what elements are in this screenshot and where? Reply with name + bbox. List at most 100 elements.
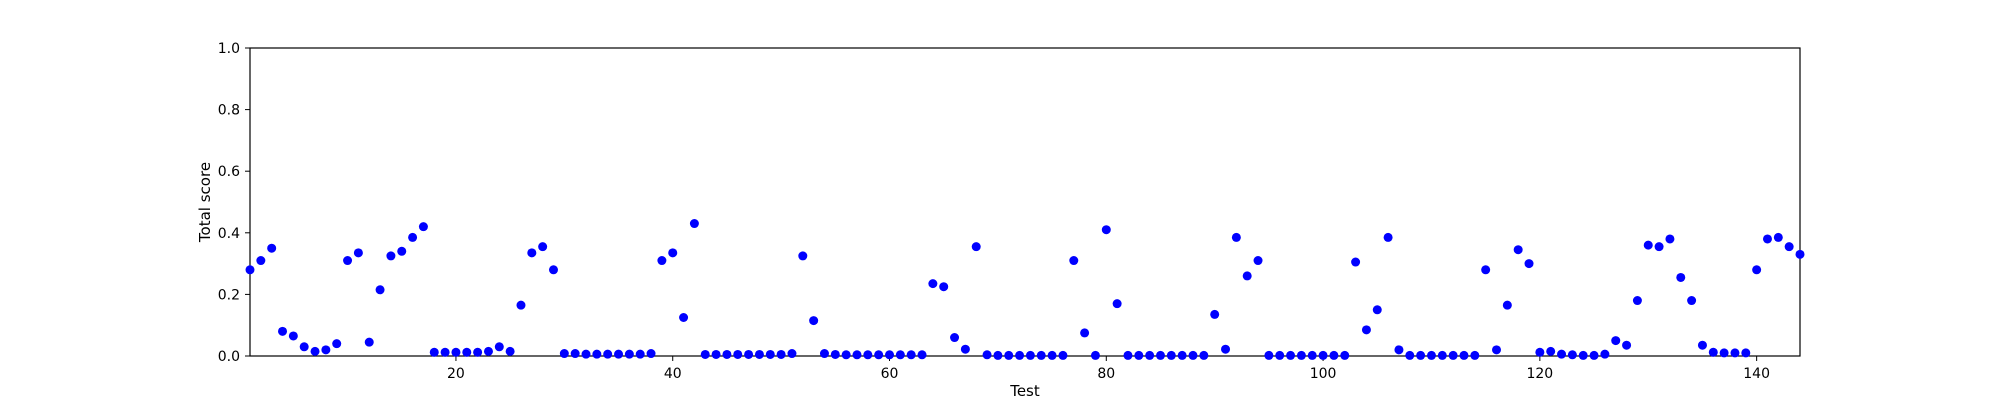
data-point: [733, 349, 743, 359]
data-point: [1275, 350, 1285, 360]
data-point: [451, 347, 461, 357]
plot-area: [249, 47, 1801, 357]
data-point: [1188, 350, 1198, 360]
data-point: [928, 279, 938, 289]
y-axis-title: Total score: [196, 162, 214, 243]
data-point: [418, 222, 428, 232]
data-point: [1676, 272, 1686, 282]
data-point: [321, 345, 331, 355]
data-point: [1687, 296, 1697, 306]
data-point: [440, 347, 450, 357]
data-point: [993, 350, 1003, 360]
data-point: [1632, 296, 1642, 306]
data-point: [1134, 350, 1144, 360]
data-point: [462, 347, 472, 357]
data-point: [1741, 348, 1751, 358]
data-point: [895, 350, 905, 360]
data-point: [1784, 242, 1794, 252]
data-point: [1101, 225, 1111, 235]
data-point: [1697, 340, 1707, 350]
data-point: [722, 349, 732, 359]
data-point: [397, 246, 407, 256]
data-point: [1253, 256, 1263, 266]
data-point: [1513, 245, 1523, 255]
data-point: [1036, 350, 1046, 360]
data-point: [1069, 256, 1079, 266]
data-point: [1492, 345, 1502, 355]
data-point: [1025, 350, 1035, 360]
data-point: [1557, 349, 1567, 359]
data-point: [1090, 350, 1100, 360]
data-point: [1383, 232, 1393, 242]
x-tick-label: 20: [447, 366, 465, 382]
data-point: [1719, 348, 1729, 358]
x-axis-title: Test: [1009, 382, 1040, 400]
data-point: [1329, 350, 1339, 360]
data-point: [1611, 336, 1621, 346]
data-point: [527, 248, 537, 258]
data-point: [386, 251, 396, 261]
data-point: [765, 349, 775, 359]
data-point: [1221, 344, 1231, 354]
data-point: [819, 349, 829, 359]
data-point: [1296, 350, 1306, 360]
y-tick-label: 0.0: [218, 349, 240, 365]
data-point: [1351, 257, 1361, 267]
data-point: [1567, 350, 1577, 360]
data-point: [1210, 309, 1220, 319]
data-point: [570, 349, 580, 359]
data-point: [1015, 350, 1025, 360]
data-point: [1112, 299, 1122, 309]
data-point: [668, 248, 678, 258]
x-axis: 20 40 60 80 100 120 140: [447, 356, 1770, 382]
data-point: [635, 349, 645, 359]
data-point: [754, 349, 764, 359]
data-point: [1004, 350, 1014, 360]
data-point: [1394, 345, 1404, 355]
y-axis: 0.0 0.2 0.4 0.6 0.8 1.0: [218, 41, 250, 365]
data-point: [429, 347, 439, 357]
data-point: [1578, 350, 1588, 360]
data-point: [1773, 232, 1783, 242]
data-point: [982, 350, 992, 360]
data-point: [841, 350, 851, 360]
data-point: [1080, 328, 1090, 338]
data-point: [1361, 325, 1371, 335]
data-point: [874, 350, 884, 360]
data-point: [1622, 340, 1632, 350]
data-point: [1600, 349, 1610, 359]
data-point: [776, 349, 786, 359]
data-point: [1318, 350, 1328, 360]
data-point: [288, 331, 298, 341]
data-point: [245, 265, 255, 275]
y-tick-label: 0.4: [218, 226, 240, 242]
data-point: [1795, 249, 1805, 259]
data-point: [256, 256, 266, 266]
x-tick-label: 80: [1097, 366, 1115, 382]
x-tick-label: 100: [1310, 366, 1337, 382]
data-point: [1502, 300, 1512, 310]
data-point: [646, 349, 656, 359]
data-point: [1047, 350, 1057, 360]
data-point: [852, 350, 862, 360]
data-point: [505, 346, 515, 356]
data-point: [809, 316, 819, 326]
x-tick-label: 40: [664, 366, 682, 382]
x-tick-label: 140: [1743, 366, 1770, 382]
data-point: [971, 242, 981, 252]
data-point: [364, 337, 374, 347]
data-point: [960, 344, 970, 354]
data-point: [1524, 259, 1534, 269]
data-point: [744, 349, 754, 359]
data-point: [830, 349, 840, 359]
data-point: [624, 349, 634, 359]
data-point: [787, 349, 797, 359]
data-point: [1426, 350, 1436, 360]
data-point: [906, 350, 916, 360]
data-point: [1264, 350, 1274, 360]
x-tick-label: 120: [1526, 366, 1553, 382]
data-point: [657, 256, 667, 266]
data-point: [375, 285, 385, 295]
data-point: [267, 243, 277, 253]
data-point: [1708, 347, 1718, 357]
